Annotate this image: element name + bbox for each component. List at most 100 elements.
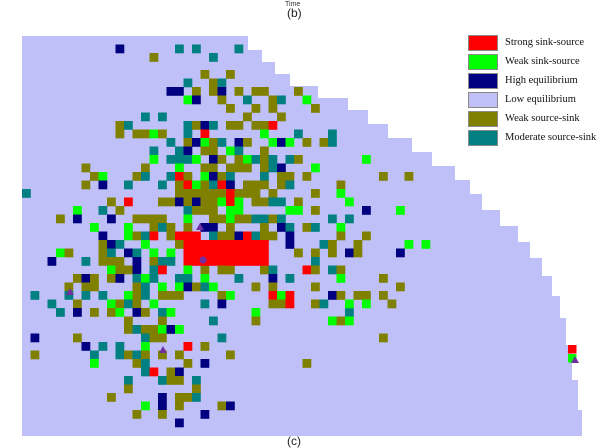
grid-cell xyxy=(243,112,252,122)
grid-cell xyxy=(260,146,269,156)
grid-cell xyxy=(124,231,133,241)
grid-cell xyxy=(107,214,116,224)
grid-cell xyxy=(132,359,142,368)
grid-cell xyxy=(217,240,227,249)
grid-cell xyxy=(209,189,218,198)
grid-cell xyxy=(175,155,184,164)
grid-cell xyxy=(217,248,227,258)
grid-cell xyxy=(200,240,210,249)
grid-cell xyxy=(149,231,159,241)
grid-cell xyxy=(209,180,218,190)
grid-cell xyxy=(192,87,201,96)
grid-cell xyxy=(362,231,371,241)
grid-cell xyxy=(64,291,74,300)
grid-cell xyxy=(30,291,40,300)
grid-cell xyxy=(200,121,210,130)
grid-cell xyxy=(124,197,133,207)
grid-cell xyxy=(217,87,227,96)
triangle-marker-icon xyxy=(571,356,579,363)
grid-cell xyxy=(234,197,244,207)
grid-cell xyxy=(243,155,252,164)
grid-cell xyxy=(234,155,244,164)
grid-cell xyxy=(311,104,320,113)
grid-cell xyxy=(200,282,210,292)
grid-cell xyxy=(251,257,261,266)
grid-cell xyxy=(404,240,414,249)
grid-cell xyxy=(226,231,235,241)
grid-cell xyxy=(362,155,371,164)
triangle-marker-icon xyxy=(159,346,167,353)
grid-cell xyxy=(115,274,125,283)
grid-cell xyxy=(141,274,150,283)
grid-cell xyxy=(277,214,286,224)
grid-cell xyxy=(141,325,150,334)
grid-cell xyxy=(336,316,346,326)
grid-cell xyxy=(124,291,133,300)
grid-cell xyxy=(251,189,261,198)
grid-cell xyxy=(345,308,354,317)
grid-cell xyxy=(260,155,269,164)
grid-cell xyxy=(141,282,150,292)
grid-cell xyxy=(209,138,218,147)
grid-cell xyxy=(226,291,235,300)
legend-label: Weak source-sink xyxy=(505,113,580,124)
grid-cell xyxy=(166,223,176,232)
grid-cell xyxy=(200,223,210,232)
grid-cell xyxy=(90,359,99,368)
grid-cell xyxy=(200,70,210,79)
grid-cell xyxy=(192,282,201,292)
grid-cell xyxy=(149,129,159,139)
grid-cell xyxy=(183,146,193,156)
grid-cell xyxy=(166,257,176,266)
grid-cell xyxy=(268,214,278,224)
grid-cell xyxy=(141,342,150,351)
grid-cell xyxy=(132,350,142,360)
grid-cell xyxy=(328,291,337,300)
grid-cell xyxy=(149,299,159,309)
grid-cell xyxy=(192,155,201,164)
grid-cell xyxy=(268,291,278,300)
grid-cell xyxy=(268,231,278,241)
grid-cell xyxy=(158,282,167,292)
grid-cell xyxy=(183,248,193,258)
grid-cell xyxy=(158,257,167,266)
grid-cell xyxy=(234,206,244,215)
grid-cell xyxy=(251,248,261,258)
grid-cell xyxy=(200,172,210,181)
grid-cell xyxy=(175,197,184,207)
grid-cell xyxy=(217,78,227,88)
grid-cell xyxy=(175,274,184,283)
grid-cell xyxy=(192,384,201,394)
grid-cell xyxy=(73,333,82,343)
grid-cell xyxy=(251,197,261,207)
grid-cell xyxy=(30,350,40,360)
legend-swatch xyxy=(468,110,498,127)
grid-cell xyxy=(277,197,286,207)
grid-cell xyxy=(217,257,227,266)
grid-cell xyxy=(226,248,235,258)
grid-cell xyxy=(209,316,218,326)
grid-cell xyxy=(175,240,184,249)
grid-cell xyxy=(226,197,235,207)
grid-cell xyxy=(285,240,295,249)
grid-cell xyxy=(115,299,125,309)
grid-cell xyxy=(132,282,142,292)
grid-cell xyxy=(260,163,269,173)
grid-cell xyxy=(183,95,193,105)
grid-cell xyxy=(183,240,193,249)
grid-cell xyxy=(404,172,414,181)
grid-cell xyxy=(200,342,210,351)
grid-cell xyxy=(81,163,91,173)
grid-cell xyxy=(149,155,159,164)
grid-cell xyxy=(285,172,295,181)
grid-cell xyxy=(115,308,125,317)
grid-cell xyxy=(149,146,159,156)
grid-cell xyxy=(90,223,99,232)
grid-cell xyxy=(260,257,269,266)
grid-cell xyxy=(209,172,218,181)
grid-cell xyxy=(217,189,227,198)
grid-cell xyxy=(200,146,210,156)
grid-cell xyxy=(200,248,210,258)
grid-cell xyxy=(268,282,278,292)
grid-cell xyxy=(396,248,405,258)
